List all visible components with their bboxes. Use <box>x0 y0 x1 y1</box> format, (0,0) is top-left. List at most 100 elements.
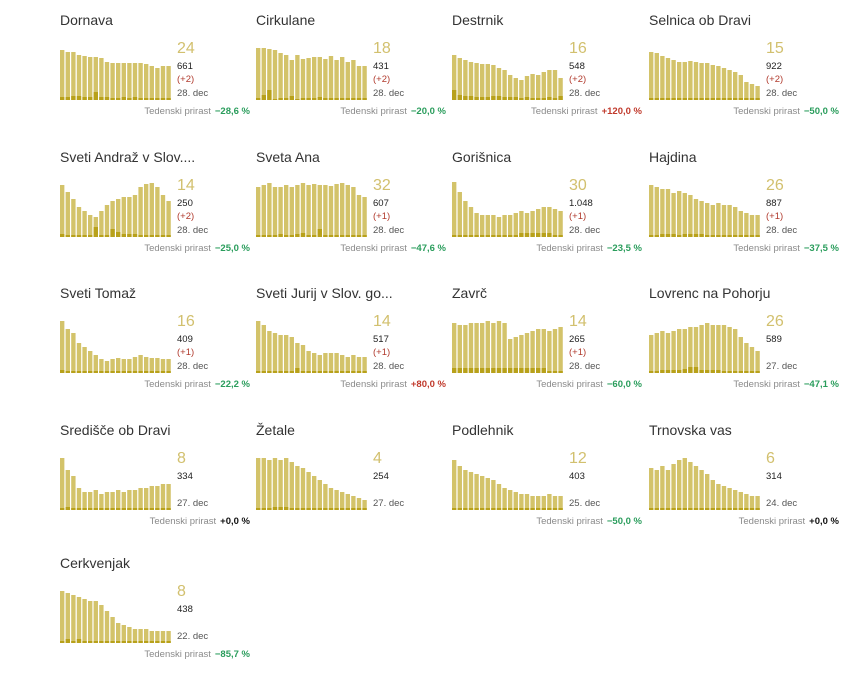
bar <box>474 323 479 373</box>
bar-daily <box>474 235 479 237</box>
bar-daily <box>558 508 563 510</box>
bar-daily <box>300 371 306 373</box>
bar <box>530 331 535 373</box>
bar <box>547 331 552 373</box>
bar <box>660 331 665 373</box>
bar <box>649 185 654 237</box>
bar <box>738 211 743 237</box>
bar-chart <box>452 55 563 100</box>
bar <box>688 462 693 510</box>
bar <box>654 333 659 373</box>
latest-value: 15 <box>766 40 784 57</box>
bar <box>261 185 266 237</box>
bar-daily <box>82 235 87 237</box>
bar <box>351 187 356 237</box>
bar <box>733 207 738 237</box>
bar-daily <box>693 508 699 510</box>
bar-daily <box>76 639 82 643</box>
bar-daily <box>300 98 306 100</box>
bar-daily <box>278 507 283 510</box>
bar-daily <box>524 97 530 100</box>
bar <box>480 215 485 237</box>
bar <box>649 52 654 100</box>
bar <box>317 355 322 373</box>
growth-label: Tedenski prirast <box>144 379 211 390</box>
bar-daily <box>110 98 115 100</box>
bar-daily <box>654 371 659 373</box>
bar-daily <box>121 641 126 643</box>
bar-daily <box>166 98 171 100</box>
bar-daily <box>468 96 474 100</box>
bar-daily <box>317 97 322 100</box>
bar-daily <box>345 98 350 100</box>
bar <box>328 488 334 510</box>
bar <box>166 484 171 510</box>
bar-daily <box>132 234 138 237</box>
bar-daily <box>502 235 507 237</box>
date-label: 22. dec <box>177 631 209 642</box>
bar-daily <box>104 97 110 100</box>
bar <box>82 211 87 237</box>
bar <box>295 343 300 373</box>
bar-daily <box>261 508 266 510</box>
bar-daily <box>749 508 755 510</box>
bar-daily <box>160 98 166 100</box>
bar-daily <box>127 98 132 100</box>
bar <box>474 63 479 100</box>
bar-daily <box>710 370 715 373</box>
bar <box>491 323 496 373</box>
bar-daily <box>738 98 743 100</box>
bar <box>688 61 693 100</box>
weekly-growth: Tedenski prirast −20,0 % <box>340 106 446 117</box>
bar-daily <box>104 371 110 373</box>
bar-daily <box>496 235 502 237</box>
bar <box>88 492 93 510</box>
bar-daily <box>502 508 507 510</box>
bar <box>295 466 300 510</box>
bar-daily <box>144 98 149 100</box>
bar <box>727 327 732 373</box>
bar-daily <box>452 235 457 237</box>
bar <box>278 187 283 237</box>
bar <box>693 327 699 373</box>
bar <box>502 70 507 100</box>
bar <box>530 211 535 237</box>
bar <box>463 325 468 373</box>
bar-daily <box>328 371 334 373</box>
bar-daily <box>654 508 659 510</box>
bar <box>166 66 171 100</box>
bar <box>721 68 727 100</box>
bar <box>340 57 345 100</box>
bar <box>60 185 65 237</box>
latest-value: 6 <box>766 450 775 467</box>
bar-daily <box>295 234 300 237</box>
bar-chart <box>649 323 760 373</box>
bar-daily <box>649 371 654 373</box>
bar-daily <box>334 371 339 373</box>
bar-daily <box>547 233 552 237</box>
bar-daily <box>166 371 171 373</box>
bar <box>457 58 462 100</box>
date-label: 27. dec <box>766 361 798 372</box>
bar <box>530 74 535 100</box>
bar-daily <box>127 508 132 510</box>
bar <box>88 601 93 643</box>
latest-value: 32 <box>373 177 391 194</box>
bar <box>328 353 334 373</box>
bar <box>693 466 699 510</box>
weekly-growth: Tedenski prirast −22,2 % <box>144 379 250 390</box>
bar <box>312 57 317 100</box>
bar-daily <box>138 371 143 373</box>
bar <box>738 337 743 373</box>
growth-label: Tedenski prirast <box>340 243 407 254</box>
bar-daily <box>536 508 541 510</box>
bar-daily <box>155 508 160 510</box>
bar <box>312 476 317 510</box>
bar-daily <box>340 508 345 510</box>
bar <box>289 187 294 237</box>
growth-value: −20,0 % <box>410 106 446 117</box>
bar-daily <box>705 370 710 373</box>
bar <box>166 359 171 373</box>
bar <box>491 215 496 237</box>
latest-value: 18 <box>373 40 391 57</box>
